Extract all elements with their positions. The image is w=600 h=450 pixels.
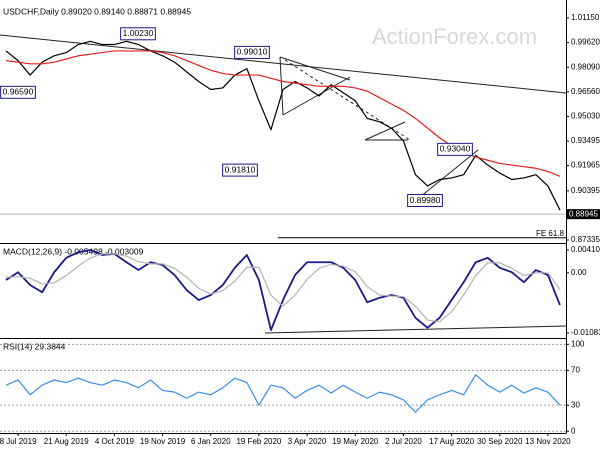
annotation-box	[120, 27, 156, 41]
trend-line	[419, 149, 479, 198]
trend-lines	[0, 34, 567, 334]
x-tick-label: 8 Jul 2019	[0, 437, 37, 446]
annotation: 1.00230	[123, 28, 154, 38]
annotation: 0.99010	[237, 47, 268, 57]
annotation: 0.89980	[410, 195, 441, 205]
x-tick-label: 6 Jan 2020	[191, 437, 231, 446]
x-tick-label: 4 Oct 2019	[95, 437, 135, 446]
y-tick-label: -0.010833	[571, 328, 600, 337]
panel-title: RSI(14) 29.3844	[3, 341, 66, 351]
y-tick-label: 0	[571, 426, 576, 435]
projection-line	[284, 59, 411, 141]
x-tick-label: 19 Feb 2020	[236, 437, 281, 446]
annotation: FE 61.8	[536, 229, 565, 238]
annotation: 0.96590	[3, 87, 34, 97]
annotation-box	[234, 45, 270, 59]
y-tick-label: 0.93495	[571, 136, 600, 145]
x-tick-label: 17 Aug 2020	[429, 437, 474, 446]
trend-line	[364, 121, 406, 141]
trend-line	[279, 56, 351, 81]
series-line	[5, 40, 561, 211]
annotation-box	[0, 85, 36, 99]
x-tick-label: 19 Nov 2019	[140, 437, 186, 446]
y-tick-label: 30	[571, 400, 580, 409]
trend-line	[264, 325, 567, 334]
last-price-box	[567, 209, 600, 220]
y-tick-label: 0.004101	[571, 245, 600, 254]
watermark: ActionForex.com	[372, 24, 537, 49]
trend-line	[279, 56, 284, 116]
y-tick-label: 0.00	[571, 268, 587, 277]
y-tick-label: 0.87335	[571, 235, 600, 244]
panel-title: MACD(12,26,9) -0.005498 -0.003009	[3, 246, 144, 256]
y-tick-label: 0.90395	[571, 186, 600, 195]
x-tick-label: 3 Apr 2020	[288, 437, 327, 446]
annotation-box	[222, 163, 258, 177]
x-tick-label: 19 May 2020	[332, 437, 379, 446]
series-line	[5, 253, 561, 323]
y-tick-label: 0.99620	[571, 38, 600, 47]
series-line	[5, 374, 561, 413]
y-tick-label: 0.91965	[571, 161, 600, 170]
x-tick-label: 2 Jul 2020	[385, 437, 422, 446]
annotation: 0.93040	[440, 144, 471, 154]
y-tick-label: 0.95030	[571, 111, 600, 120]
panel-title: USDCHF,Daily 0.89020 0.89140 0.88871 0.8…	[3, 6, 191, 16]
last-price-label: 0.88945	[569, 209, 598, 218]
y-tick-label: 70	[571, 366, 580, 375]
x-tick-label: 21 Aug 2019	[44, 437, 89, 446]
annotation-box	[407, 194, 443, 208]
x-tick-label: 30 Sep 2020	[477, 437, 523, 446]
annotation: 0.91810	[225, 164, 256, 174]
trend-line	[282, 76, 351, 116]
frame	[0, 0, 567, 434]
annotation-box	[437, 142, 473, 156]
x-tick-label: 13 Nov 2020	[525, 437, 571, 446]
y-tick-label: 100	[571, 339, 585, 348]
y-tick-label: 0.96560	[571, 87, 600, 96]
y-tick-label: 1.01150	[571, 13, 600, 22]
series-line	[5, 249, 561, 331]
trend-line	[0, 34, 567, 94]
y-tick-label: 0.98090	[571, 62, 600, 71]
